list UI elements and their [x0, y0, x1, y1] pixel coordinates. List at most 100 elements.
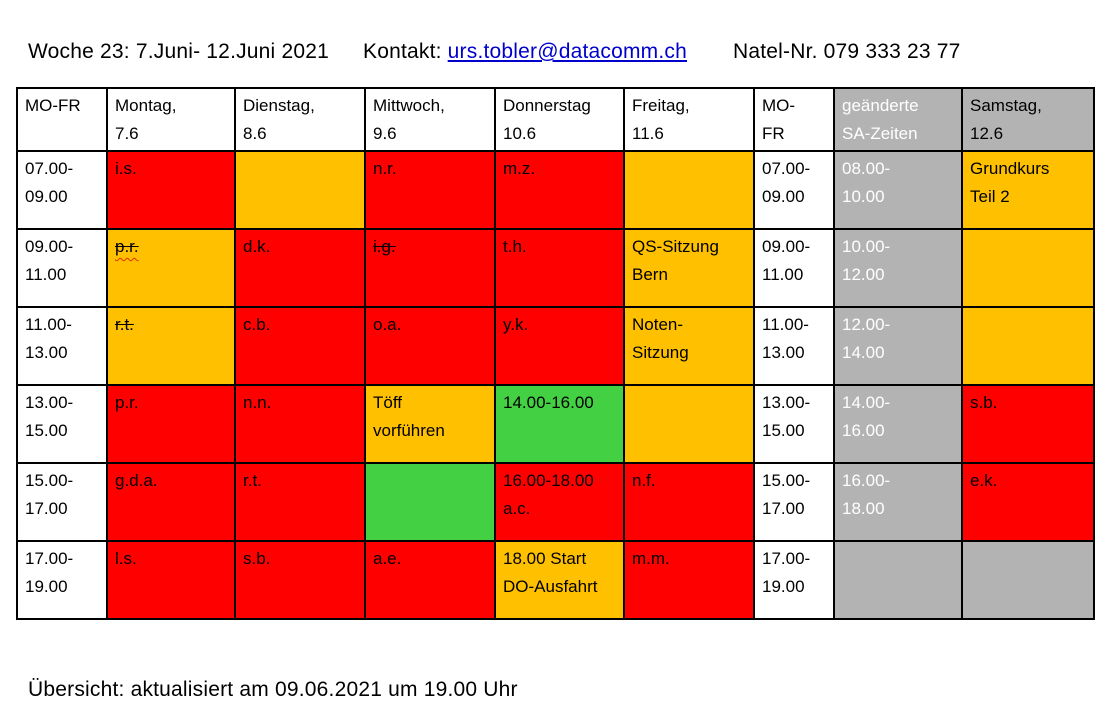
schedule-cell-montag: l.s. — [106, 540, 236, 620]
schedule-cell-dienstag: d.k. — [234, 228, 366, 308]
time-slot-cell: 09.00- 11.00 — [16, 228, 108, 308]
column-header-montag: Montag, 7.6 — [106, 87, 236, 152]
schedule-cell-montag: g.d.a. — [106, 462, 236, 542]
entry-text: 17.00- 19.00 — [25, 549, 74, 596]
entry-text: 11.00- 13.00 — [25, 315, 72, 362]
schedule-cell-samstag: Grundkurs Teil 2 — [961, 150, 1095, 230]
schedule-cell-sa-zeiten: 10.00- 12.00 — [833, 228, 963, 308]
schedule-cell-dienstag: n.n. — [234, 384, 366, 464]
schedule-cell-montag: p.r. — [106, 384, 236, 464]
schedule-cell-freitag — [623, 384, 755, 464]
entry-text: 15.00- 17.00 — [762, 471, 811, 518]
schedule-cell-donnerstag: 16.00-18.00 a.c. — [494, 462, 625, 542]
schedule-cell-donnerstag: m.z. — [494, 150, 625, 230]
entry-text: m.z. — [503, 159, 536, 178]
entry-text: l.s. — [115, 549, 137, 568]
email-link[interactable]: urs.tobler@datacomm.ch — [447, 40, 687, 63]
week-title: Woche 23: 7.Juni- 12.Juni 2021 — [28, 40, 329, 63]
schedule-cell-mittwoch: Töff vorführen — [364, 384, 496, 464]
schedule-cell-mittwoch: i.g. — [364, 228, 496, 308]
entry-text: 16.00- 18.00 — [842, 471, 891, 518]
entry-text: m.m. — [632, 549, 670, 568]
entry-text: 09.00- 11.00 — [25, 237, 74, 284]
entry-text: 12.00- 14.00 — [842, 315, 891, 362]
schedule-cell-samstag — [961, 540, 1095, 620]
entry-text: n.r. — [373, 159, 397, 178]
column-header-donnerstag: Donnerstag 10.6 — [494, 87, 625, 152]
time-slot-cell: 11.00- 13.00 — [753, 306, 835, 386]
entry-text: t.h. — [503, 237, 527, 256]
schedule-cell-donnerstag: 14.00-16.00 — [494, 384, 625, 464]
schedule-cell-montag: i.s. — [106, 150, 236, 230]
natel-number: Natel-Nr. 079 333 23 77 — [732, 40, 961, 63]
entry-text: 15.00- 17.00 — [25, 471, 74, 518]
schedule-cell-dienstag: s.b. — [234, 540, 366, 620]
schedule-row-1: 09.00- 11.00 p.r. d.k. i.g. t.h. QS-Sitzung B… — [16, 228, 1095, 308]
schedule-cell-samstag: e.k. — [961, 462, 1095, 542]
entry-text: e.k. — [970, 471, 998, 490]
entry-text: r.t. — [115, 315, 134, 334]
time-slot-cell: 17.00- 19.00 — [16, 540, 108, 620]
entry-text: g.d.a. — [115, 471, 158, 490]
entry-text: 07.00- 09.00 — [762, 159, 811, 206]
entry-text: c.b. — [243, 315, 271, 334]
schedule-row-2: 11.00- 13.00 r.t. c.b. o.a. y.k. Noten- Sitzu… — [16, 306, 1095, 386]
schedule-cell-mittwoch: a.e. — [364, 540, 496, 620]
footer-note: Übersicht: aktualisiert am 09.06.2021 um… — [28, 678, 518, 701]
time-slot-cell: 13.00- 15.00 — [16, 384, 108, 464]
entry-text: n.n. — [243, 393, 272, 412]
schedule-cell-montag: p.r. — [106, 228, 236, 308]
entry-text: p.r. — [115, 393, 139, 412]
entry-text: 08.00- 10.00 — [842, 159, 891, 206]
schedule-cell-samstag — [961, 306, 1095, 386]
entry-text: r.t. — [243, 471, 262, 490]
schedule-row-3: 13.00- 15.00 p.r. n.n. Töff vorführen 14.00-… — [16, 384, 1095, 464]
schedule-cell-montag: r.t. — [106, 306, 236, 386]
schedule-row-4: 15.00- 17.00 g.d.a. r.t. 16.00-18.00 a.c. n.… — [16, 462, 1095, 542]
time-slot-cell: 17.00- 19.00 — [753, 540, 835, 620]
entry-text: s.b. — [970, 393, 998, 412]
column-header-time-weekdays: MO-FR — [16, 87, 108, 152]
kontakt-label: Kontakt: — [362, 40, 448, 63]
entry-text: 14.00-16.00 — [503, 393, 594, 412]
schedule-cell-sa-zeiten: 08.00- 10.00 — [833, 150, 963, 230]
schedule-cell-mittwoch — [364, 462, 496, 542]
header-row: MO-FR Montag, 7.6 Dienstag, 8.6 Mittwoch, 9… — [16, 87, 1095, 152]
entry-text: 09.00- 11.00 — [762, 237, 811, 284]
entry-text: a.e. — [373, 549, 402, 568]
column-header-time-weekdays-2: MO- FR — [753, 87, 835, 152]
schedule-cell-donnerstag: t.h. — [494, 228, 625, 308]
entry-text: 13.00- 15.00 — [762, 393, 811, 440]
entry-text: s.b. — [243, 549, 271, 568]
entry-text: QS-Sitzung Bern — [632, 237, 719, 284]
schedule-cell-freitag: QS-Sitzung Bern — [623, 228, 755, 308]
column-header-dienstag: Dienstag, 8.6 — [234, 87, 366, 152]
entry-text: y.k. — [503, 315, 529, 334]
schedule-cell-donnerstag: y.k. — [494, 306, 625, 386]
time-slot-cell: 15.00- 17.00 — [16, 462, 108, 542]
entry-text: 13.00- 15.00 — [25, 393, 74, 440]
schedule-cell-mittwoch: n.r. — [364, 150, 496, 230]
entry-text: i.g. — [373, 237, 396, 256]
entry-text: p.r. — [115, 237, 139, 256]
entry-text: 16.00-18.00 a.c. — [503, 471, 594, 518]
schedule-cell-donnerstag: 18.00 Start DO-Ausfahrt — [494, 540, 625, 620]
time-slot-cell: 09.00- 11.00 — [753, 228, 835, 308]
entry-text: Grundkurs Teil 2 — [970, 159, 1050, 206]
entry-text: 10.00- 12.00 — [842, 237, 891, 284]
schedule-cell-freitag: m.m. — [623, 540, 755, 620]
column-header-freitag: Freitag, 11.6 — [623, 87, 755, 152]
schedule-cell-samstag: s.b. — [961, 384, 1095, 464]
time-slot-cell: 07.00- 09.00 — [16, 150, 108, 230]
schedule-cell-sa-zeiten: 14.00- 16.00 — [833, 384, 963, 464]
time-slot-cell: 11.00- 13.00 — [16, 306, 108, 386]
entry-text: 07.00- 09.00 — [25, 159, 74, 206]
entry-text: Töff vorführen — [373, 393, 445, 440]
schedule-cell-sa-zeiten: 12.00- 14.00 — [833, 306, 963, 386]
week-schedule-table: MO-FR Montag, 7.6 Dienstag, 8.6 Mittwoch, 9… — [16, 87, 1095, 620]
entry-text: Noten- Sitzung — [632, 315, 689, 362]
schedule-cell-sa-zeiten: 16.00- 18.00 — [833, 462, 963, 542]
schedule-row-0: 07.00- 09.00 i.s. n.r. m.z. 07.00- 09.00 08.0… — [16, 150, 1095, 230]
column-header-sa-zeiten: geänderte SA-Zeiten — [833, 87, 963, 152]
entry-text: 14.00- 16.00 — [842, 393, 891, 440]
